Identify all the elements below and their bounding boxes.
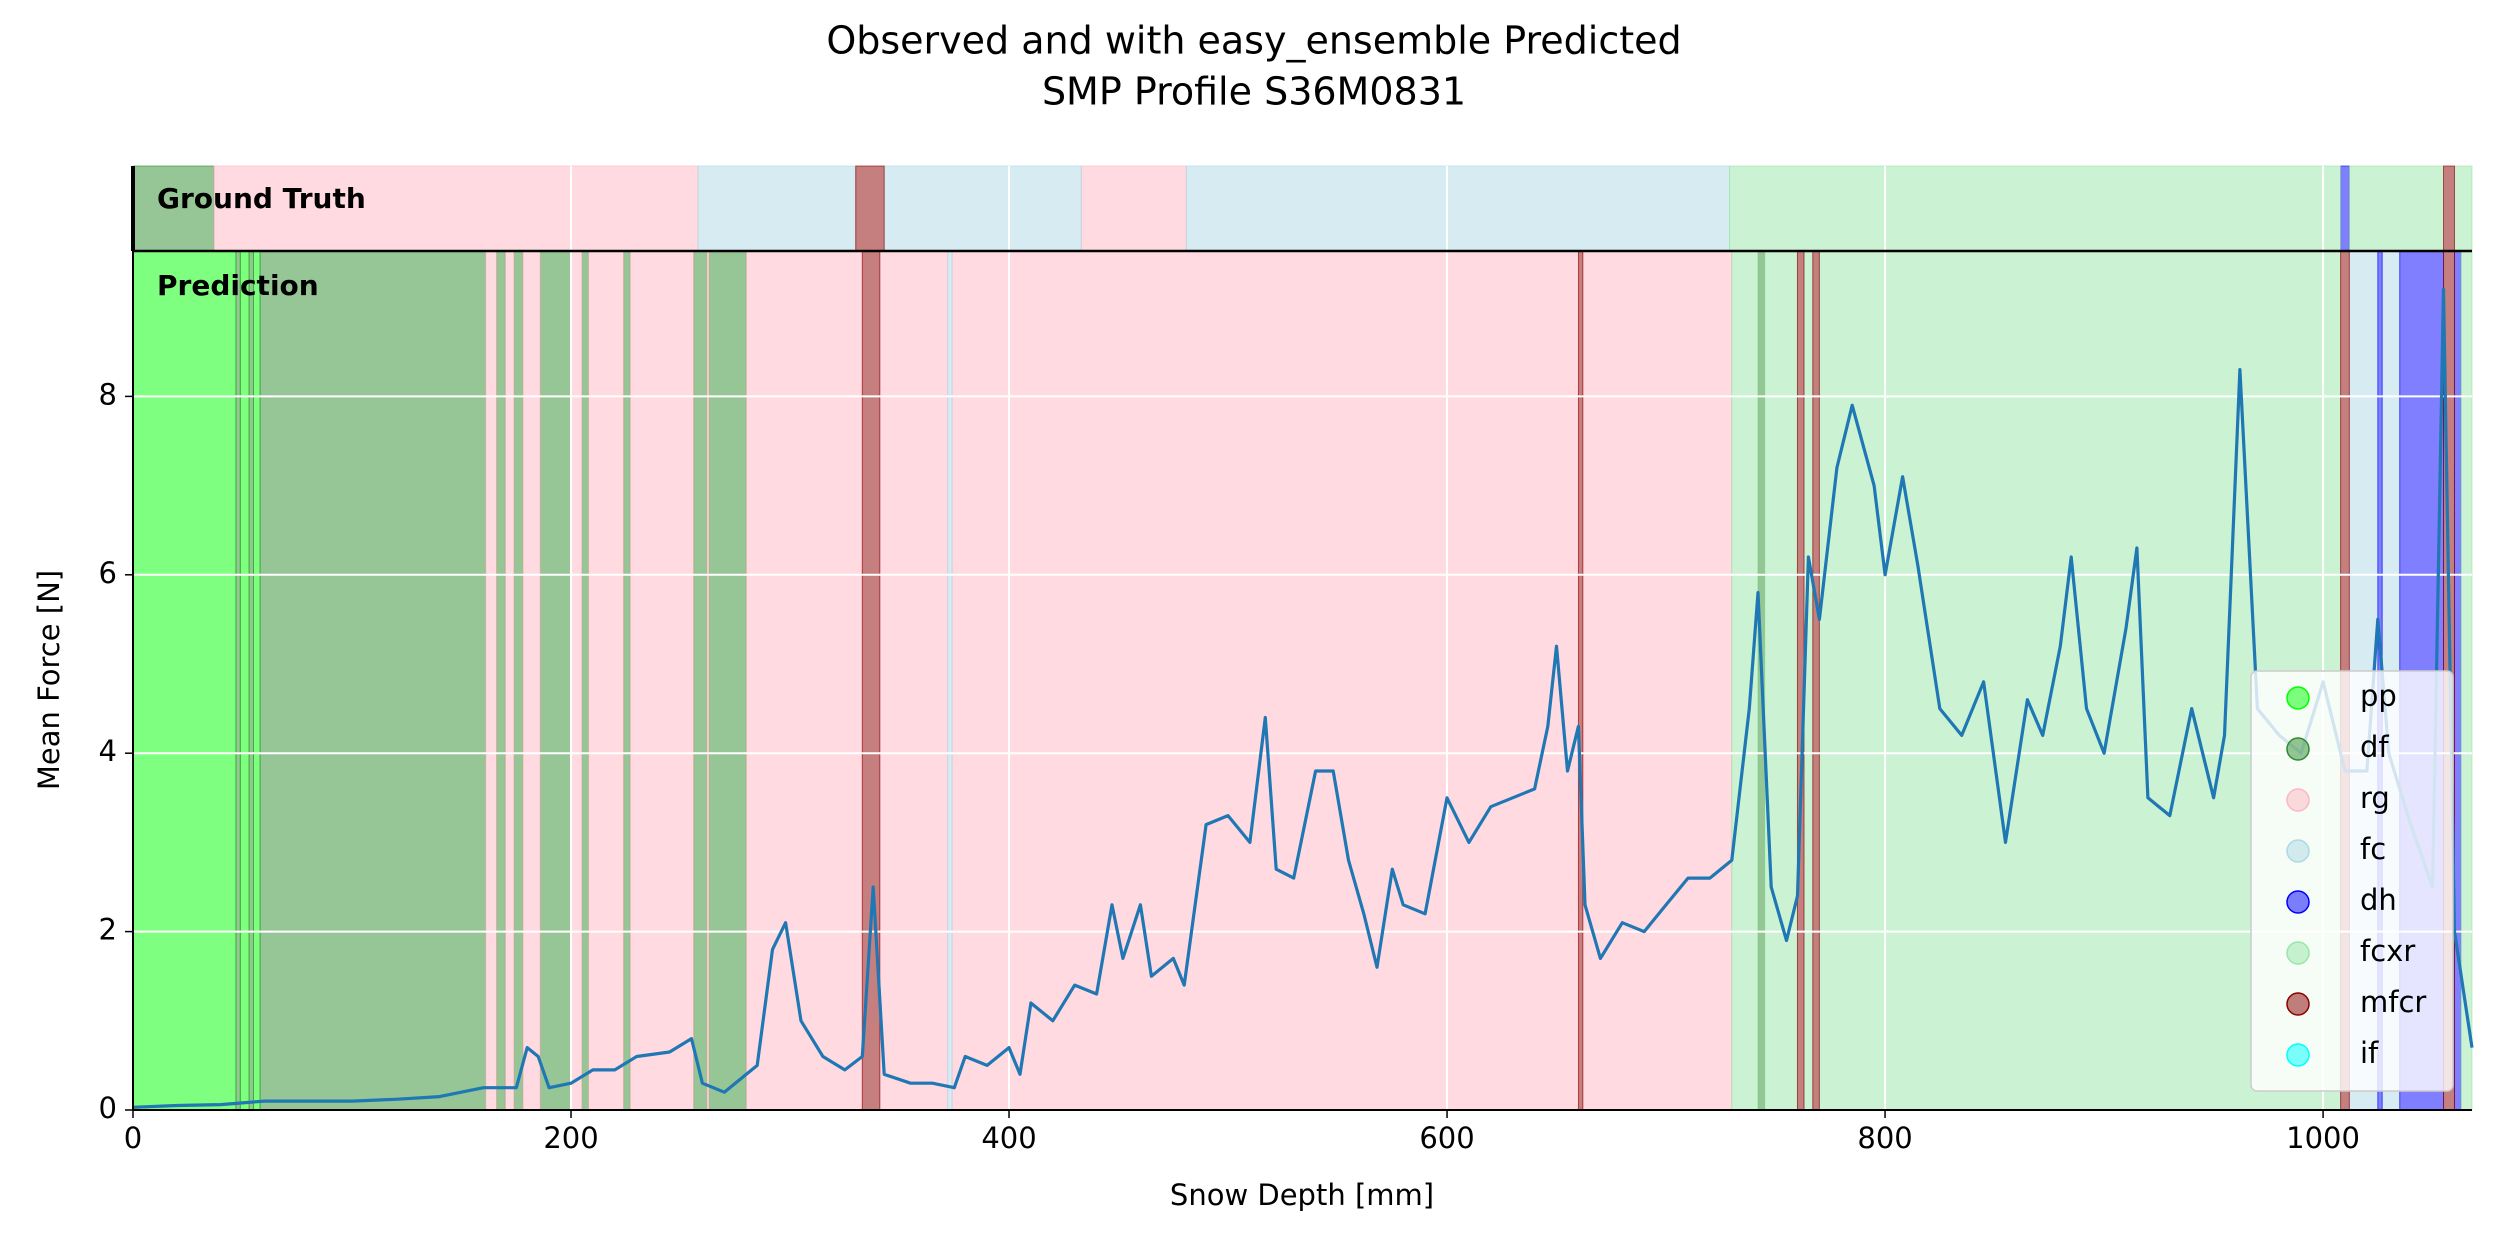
y-tick-label: 0 xyxy=(99,1091,117,1125)
class-band xyxy=(623,250,631,1111)
y-tick-label: 6 xyxy=(99,556,117,590)
legend-box xyxy=(2250,670,2454,1092)
legend-marker xyxy=(2286,1043,2310,1067)
class-band xyxy=(132,165,215,252)
class-band xyxy=(570,250,583,1111)
x-tick-label: 200 xyxy=(543,1121,598,1155)
y-axis-label: Mean Force [N] xyxy=(32,570,66,790)
class-band xyxy=(951,250,1579,1111)
legend-label: df xyxy=(2360,730,2389,764)
legend-marker xyxy=(2286,992,2310,1016)
y-tick-label: 8 xyxy=(99,377,117,411)
class-band xyxy=(2443,165,2455,252)
panel-label: Prediction xyxy=(157,269,319,302)
y-tick-label: 2 xyxy=(99,913,117,947)
class-band xyxy=(235,250,241,1111)
class-band xyxy=(239,250,250,1111)
class-band xyxy=(855,165,885,252)
axes: 0 200 400 600 800 1000 0 2 4 6 8 xyxy=(99,166,2472,1155)
legend-label: if xyxy=(2360,1036,2379,1070)
x-axis-label: Snow Depth [mm] xyxy=(1170,1178,1434,1212)
force-line xyxy=(132,287,2474,1109)
class-band xyxy=(883,165,1082,252)
class-band xyxy=(588,250,625,1111)
legend: pp df rg fc dh fcxr mfcr if xyxy=(2250,670,2454,1092)
class-band xyxy=(522,250,541,1111)
panel-label: Ground Truth xyxy=(157,182,366,215)
class-band xyxy=(2348,165,2445,252)
legend-label: dh xyxy=(2360,883,2397,917)
class-band xyxy=(2453,250,2462,1111)
class-band xyxy=(496,250,506,1111)
class-band xyxy=(1731,250,1759,1111)
legend-label: rg xyxy=(2360,781,2390,815)
x-tick-label: 400 xyxy=(981,1121,1036,1155)
chart-title: Observed and with easy_ensemble Predicte… xyxy=(826,19,1681,63)
class-band xyxy=(745,250,863,1111)
class-band xyxy=(132,250,237,1111)
class-band xyxy=(259,250,487,1111)
legend-label: fcxr xyxy=(2360,934,2415,968)
y-tick-label: 4 xyxy=(99,734,117,768)
x-tick-label: 0 xyxy=(124,1121,142,1155)
class-band xyxy=(697,165,857,252)
class-band xyxy=(513,250,524,1111)
class-band xyxy=(581,250,590,1111)
class-band xyxy=(629,250,695,1111)
class-band xyxy=(1577,250,1584,1111)
class-band xyxy=(947,250,953,1111)
class-band xyxy=(1185,165,1731,252)
legend-marker xyxy=(2286,686,2310,710)
legend-label: fc xyxy=(2360,832,2386,866)
class-band xyxy=(2340,165,2350,252)
class-band xyxy=(1582,250,1733,1111)
class-band xyxy=(485,250,498,1111)
class-band xyxy=(1080,165,1187,252)
series xyxy=(132,287,2474,1109)
x-tick-label: 600 xyxy=(1419,1121,1474,1155)
class-band xyxy=(504,250,515,1111)
x-tick-label: 1000 xyxy=(2286,1121,2360,1155)
class-band xyxy=(879,250,949,1111)
legend-marker xyxy=(2286,890,2310,914)
legend-marker xyxy=(2286,941,2310,965)
x-tick-label: 800 xyxy=(1857,1121,1912,1155)
bands xyxy=(132,165,2473,1111)
class-band xyxy=(693,250,708,1111)
legend-marker xyxy=(2286,839,2310,863)
class-band xyxy=(708,250,747,1111)
class-band xyxy=(706,250,710,1111)
class-band xyxy=(252,250,261,1111)
legend-marker xyxy=(2286,788,2310,812)
class-band xyxy=(1764,250,1798,1111)
legend-label: mfcr xyxy=(2360,985,2426,1019)
class-band xyxy=(539,250,572,1111)
chart-subtitle: SMP Profile S36M0831 xyxy=(1042,70,1466,114)
class-band xyxy=(1729,165,2342,252)
class-band xyxy=(2453,165,2473,252)
legend-marker xyxy=(2286,737,2310,761)
class-band xyxy=(1812,250,1820,1111)
legend-label: pp xyxy=(2360,679,2397,713)
class-band xyxy=(248,250,254,1111)
